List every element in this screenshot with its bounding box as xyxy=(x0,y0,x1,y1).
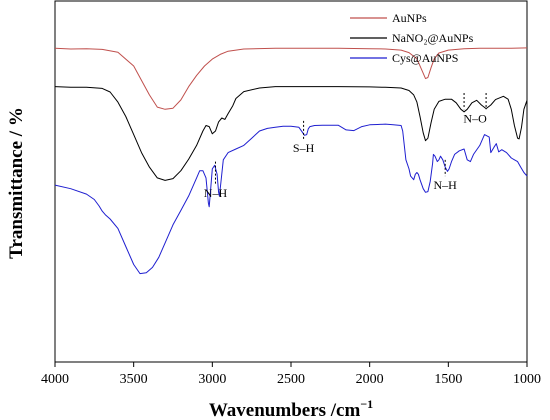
legend-label: Cys@AuNPS xyxy=(392,51,458,65)
series-line-0 xyxy=(54,47,528,110)
annotation-label: S–H xyxy=(293,141,315,155)
annotation-layer: N–H S–H N–H N–O xyxy=(204,93,487,200)
series-line-2 xyxy=(54,123,528,275)
x-axis-title-text: Wavenumbers /cm xyxy=(209,400,361,420)
annotation-2: N–H xyxy=(434,159,458,192)
series-line-1 xyxy=(54,86,528,181)
x-tick-label: 1000 xyxy=(513,372,541,387)
legend-label: NaNO₂@AuNPs xyxy=(392,31,474,45)
legend-item-0: AuNPs xyxy=(350,11,427,25)
annotation-label: N–H xyxy=(204,186,228,200)
x-axis-ticks xyxy=(54,362,528,367)
legend-item-1: NaNO₂@AuNPs xyxy=(350,31,474,45)
legend-item-2: Cys@AuNPS xyxy=(350,51,458,65)
x-tick-label: 4000 xyxy=(41,372,69,387)
annotation-0: N–H xyxy=(204,161,228,200)
x-axis-tick-labels: 4000 3500 3000 2500 2000 1500 1000 xyxy=(41,372,541,387)
x-tick-label: 2000 xyxy=(356,372,384,387)
annotation-label: N–O xyxy=(463,111,487,125)
annotation-1: S–H xyxy=(293,120,315,155)
x-tick-label: 3000 xyxy=(198,372,226,387)
x-tick-label: 1500 xyxy=(434,372,462,387)
annotation-label: N–H xyxy=(434,178,458,192)
annotation-3: N–O xyxy=(463,93,487,125)
x-tick-label: 2500 xyxy=(277,372,305,387)
x-tick-label: 3500 xyxy=(120,372,148,387)
legend-label: AuNPs xyxy=(392,11,427,25)
y-axis-title: Transmittance / % xyxy=(6,107,27,259)
series-layer xyxy=(54,47,528,275)
x-axis-title: Wavenumbers /cm−1 xyxy=(209,397,373,420)
x-axis-title-superscript: −1 xyxy=(360,397,373,411)
legend: AuNPs NaNO₂@AuNPs Cys@AuNPS xyxy=(350,11,474,65)
